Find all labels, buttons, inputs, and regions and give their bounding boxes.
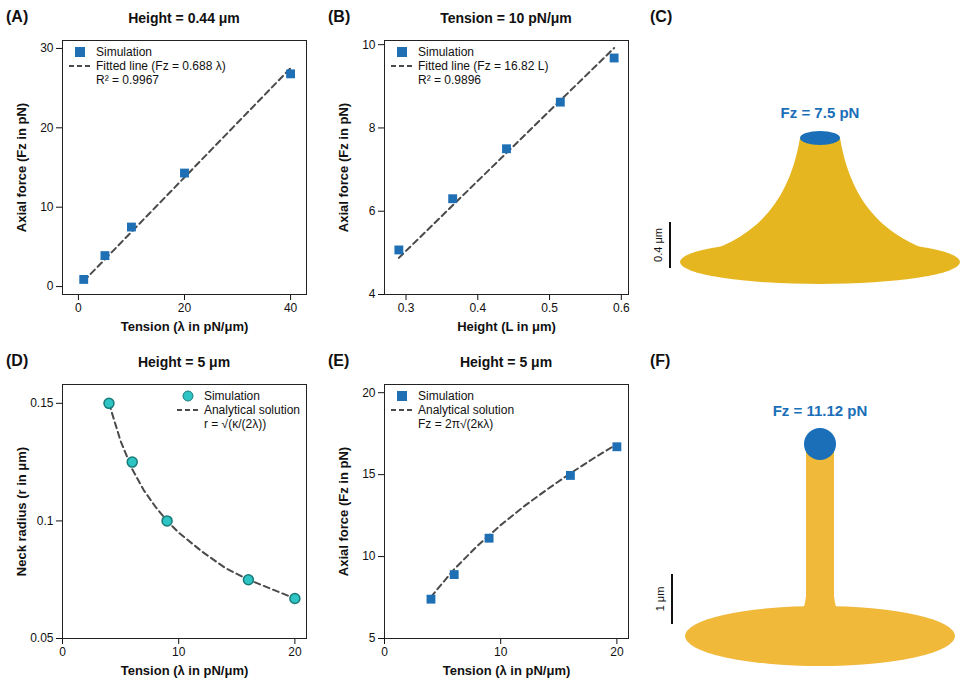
svg-text:10: 10 <box>40 200 54 214</box>
svg-text:Fz = 7.5 pN: Fz = 7.5 pN <box>781 104 860 121</box>
svg-text:0.15: 0.15 <box>30 396 54 410</box>
html-text:Simulation: Simulation <box>418 45 474 59</box>
svg-text:10: 10 <box>172 645 186 659</box>
svg-text:0: 0 <box>75 301 82 315</box>
svg-text:0: 0 <box>59 645 66 659</box>
svg-text:0: 0 <box>47 279 54 293</box>
svg-text:0.4 μm: 0.4 μm <box>652 228 664 262</box>
svg-text:0.4: 0.4 <box>469 301 486 315</box>
html-text:(C): (C) <box>650 8 673 25</box>
html-text:Height = 5 μm: Height = 5 μm <box>459 354 553 370</box>
svg-text:0.5: 0.5 <box>541 301 558 315</box>
svg-text:Height (L in μm): Height (L in μm) <box>457 319 556 334</box>
svg-text:Tension (λ in pN/μm): Tension (λ in pN/μm) <box>121 319 249 334</box>
svg-text:20: 20 <box>610 645 624 659</box>
html-text:Simulation: Simulation <box>96 45 152 59</box>
svg-text:20: 20 <box>288 645 302 659</box>
html-text:(E): (E) <box>328 352 350 369</box>
html-text:(F): (F) <box>650 352 671 369</box>
svg-text:20: 20 <box>362 386 376 400</box>
html-text:(D): (D) <box>6 352 29 369</box>
svg-text:0.1: 0.1 <box>37 514 54 528</box>
svg-text:0.3: 0.3 <box>398 301 415 315</box>
svg-text:5: 5 <box>369 631 376 645</box>
svg-text:1 μm: 1 μm <box>654 587 666 612</box>
html-text:Analytical solution: Analytical solution <box>203 403 300 417</box>
svg-text:Neck radius (r in μm): Neck radius (r in μm) <box>14 447 29 576</box>
svg-text:Tension (λ in pN/μm): Tension (λ in pN/μm) <box>121 663 249 678</box>
html-text:Simulation: Simulation <box>418 389 474 403</box>
html-text:Analytical solution: Analytical solution <box>418 403 515 417</box>
html-text:R² = 0.9967: R² = 0.9967 <box>96 73 159 87</box>
svg-text:20: 20 <box>40 121 54 135</box>
html-text:Height = 5 μm: Height = 5 μm <box>137 354 231 370</box>
svg-text:Axial force (Fz in pN): Axial force (Fz in pN) <box>14 103 29 232</box>
svg-text:40: 40 <box>284 301 298 315</box>
svg-text:Axial force (Fz in pN): Axial force (Fz in pN) <box>336 103 351 232</box>
svg-text:8: 8 <box>369 121 376 135</box>
svg-text:30: 30 <box>40 41 54 55</box>
svg-text:10: 10 <box>362 38 376 52</box>
html-text:Simulation: Simulation <box>203 389 260 403</box>
svg-text:10: 10 <box>494 645 508 659</box>
html-text:Height = 0.44 μm: Height = 0.44 μm <box>128 10 240 26</box>
html-text:Fitted line (Fz = 0.688 λ): Fitted line (Fz = 0.688 λ) <box>96 59 226 73</box>
svg-text:20: 20 <box>178 301 192 315</box>
svg-text:Fz = 11.12 pN: Fz = 11.12 pN <box>773 402 868 419</box>
svg-text:Tension (λ in pN/μm): Tension (λ in pN/μm) <box>443 663 571 678</box>
svg-text:0.05: 0.05 <box>30 631 54 645</box>
svg-text:4: 4 <box>369 287 376 301</box>
svg-text:6: 6 <box>369 204 376 218</box>
html-text:(B): (B) <box>328 8 351 25</box>
html-text:(A): (A) <box>6 8 29 25</box>
html-text:r = √(κ/(2λ)): r = √(κ/(2λ)) <box>203 417 267 431</box>
html-text:Fz = 2π√(2κλ): Fz = 2π√(2κλ) <box>418 417 494 431</box>
html-text:R² = 0.9896: R² = 0.9896 <box>418 73 481 87</box>
svg-text:0.6: 0.6 <box>613 301 630 315</box>
svg-text:0: 0 <box>381 645 388 659</box>
svg-text:10: 10 <box>362 549 376 563</box>
svg-text:Axial force (Fz in pN): Axial force (Fz in pN) <box>336 447 351 576</box>
html-text:Fitted line (Fz = 16.82 L): Fitted line (Fz = 16.82 L) <box>418 59 549 73</box>
html-text:Tension = 10 pN/μm: Tension = 10 pN/μm <box>440 10 572 26</box>
svg-text:15: 15 <box>362 467 376 481</box>
